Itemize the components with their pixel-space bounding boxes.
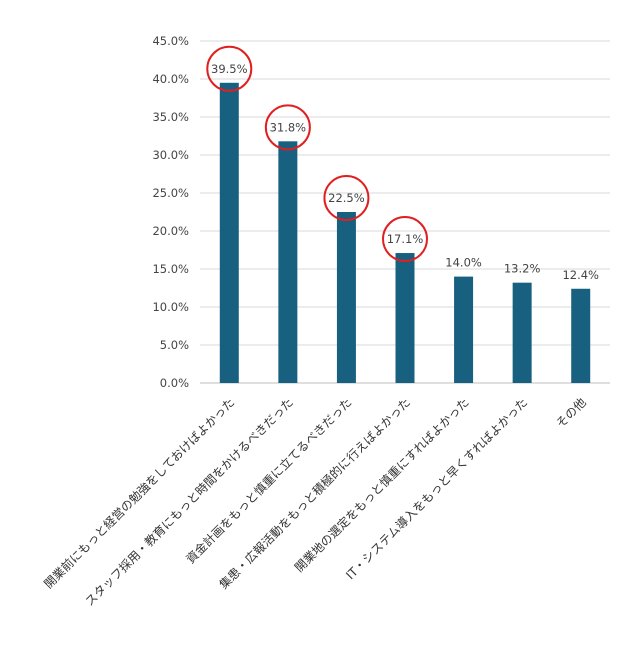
- gridlines: [200, 40, 610, 384]
- highlight-circles: [206, 45, 428, 263]
- y-tick-label: 40.0%: [152, 72, 189, 86]
- y-tick-label: 15.0%: [152, 262, 189, 276]
- data-label: 12.4%: [562, 268, 599, 282]
- bar: [512, 282, 532, 383]
- y-tick-label: 10.0%: [152, 300, 189, 314]
- highlight-circle: [382, 216, 428, 263]
- x-tick-label: スタッフ採用・教育にもっと時間をかけるべきだった: [82, 395, 296, 609]
- bar: [395, 253, 415, 383]
- highlight-circle: [206, 45, 253, 92]
- data-labels: 39.5% 31.8% 22.5% 17.1% 14.0% 13.2% 12.4%: [211, 62, 599, 282]
- x-axis-category-labels: 開業前にもっと経営の勉強をしておけばよかったスタッフ採用・教育にもっと時間をかけ…: [41, 395, 589, 609]
- data-label: 31.8%: [270, 120, 307, 134]
- y-axis-tick-labels: 0.0% 5.0% 10.0% 15.0% 20.0% 25.0% 30.0% 35.0% 40…: [152, 34, 189, 390]
- highlight-circle: [264, 104, 311, 151]
- y-tick-label: 25.0%: [152, 186, 189, 200]
- y-tick-label: 45.0%: [152, 34, 189, 48]
- bar: [219, 82, 239, 384]
- y-tick-label: 30.0%: [152, 148, 189, 162]
- bar: [278, 141, 298, 383]
- bars: [219, 82, 591, 384]
- bar: [571, 288, 591, 383]
- data-label: 14.0%: [445, 256, 482, 270]
- y-tick-label: 0.0%: [160, 376, 189, 390]
- highlight-circle: [323, 175, 370, 221]
- y-tick-label: 35.0%: [152, 110, 189, 124]
- x-tick-label: その他: [553, 395, 588, 430]
- data-label: 39.5%: [211, 62, 248, 76]
- bar: [454, 276, 474, 383]
- data-label: 17.1%: [387, 232, 424, 246]
- y-tick-label: 20.0%: [152, 224, 189, 238]
- data-label: 13.2%: [504, 262, 541, 276]
- bar: [336, 212, 356, 383]
- y-tick-label: 5.0%: [160, 338, 189, 352]
- data-label: 22.5%: [328, 191, 365, 205]
